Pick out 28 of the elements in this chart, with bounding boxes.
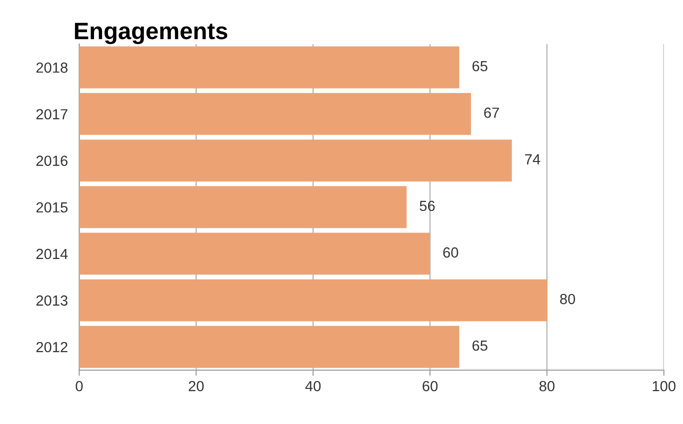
y-tick-label: 2012 — [36, 342, 68, 352]
bar — [79, 186, 407, 228]
bar — [79, 140, 512, 182]
y-tick-label: 2013 — [36, 295, 68, 306]
data-label: 60 — [443, 247, 458, 258]
data-label: 80 — [560, 294, 576, 304]
bar — [79, 93, 471, 135]
x-tick-label: 80 — [539, 380, 554, 392]
y-tick-label: 2018 — [36, 62, 68, 73]
bar — [79, 46, 460, 88]
x-tick-label: 60 — [422, 380, 438, 392]
data-label: 67 — [484, 108, 499, 118]
data-label: 56 — [420, 200, 435, 212]
bar — [79, 232, 430, 275]
data-label: 65 — [472, 60, 488, 72]
x-tick-label: 20 — [188, 380, 204, 392]
y-tick-label: 2016 — [36, 156, 68, 166]
y-tick-label: 2017 — [36, 109, 68, 120]
y-tick-label: 2014 — [36, 248, 68, 260]
x-tick-label: 0 — [76, 380, 83, 392]
x-tick-label: 40 — [305, 380, 321, 392]
data-label: 74 — [525, 154, 540, 164]
bar — [79, 326, 460, 368]
bar — [79, 279, 547, 322]
x-tick-label: 100 — [652, 380, 676, 392]
data-label: 65 — [472, 340, 488, 351]
y-tick-label: 2015 — [36, 202, 68, 213]
chart-title: Engagements — [74, 22, 228, 44]
